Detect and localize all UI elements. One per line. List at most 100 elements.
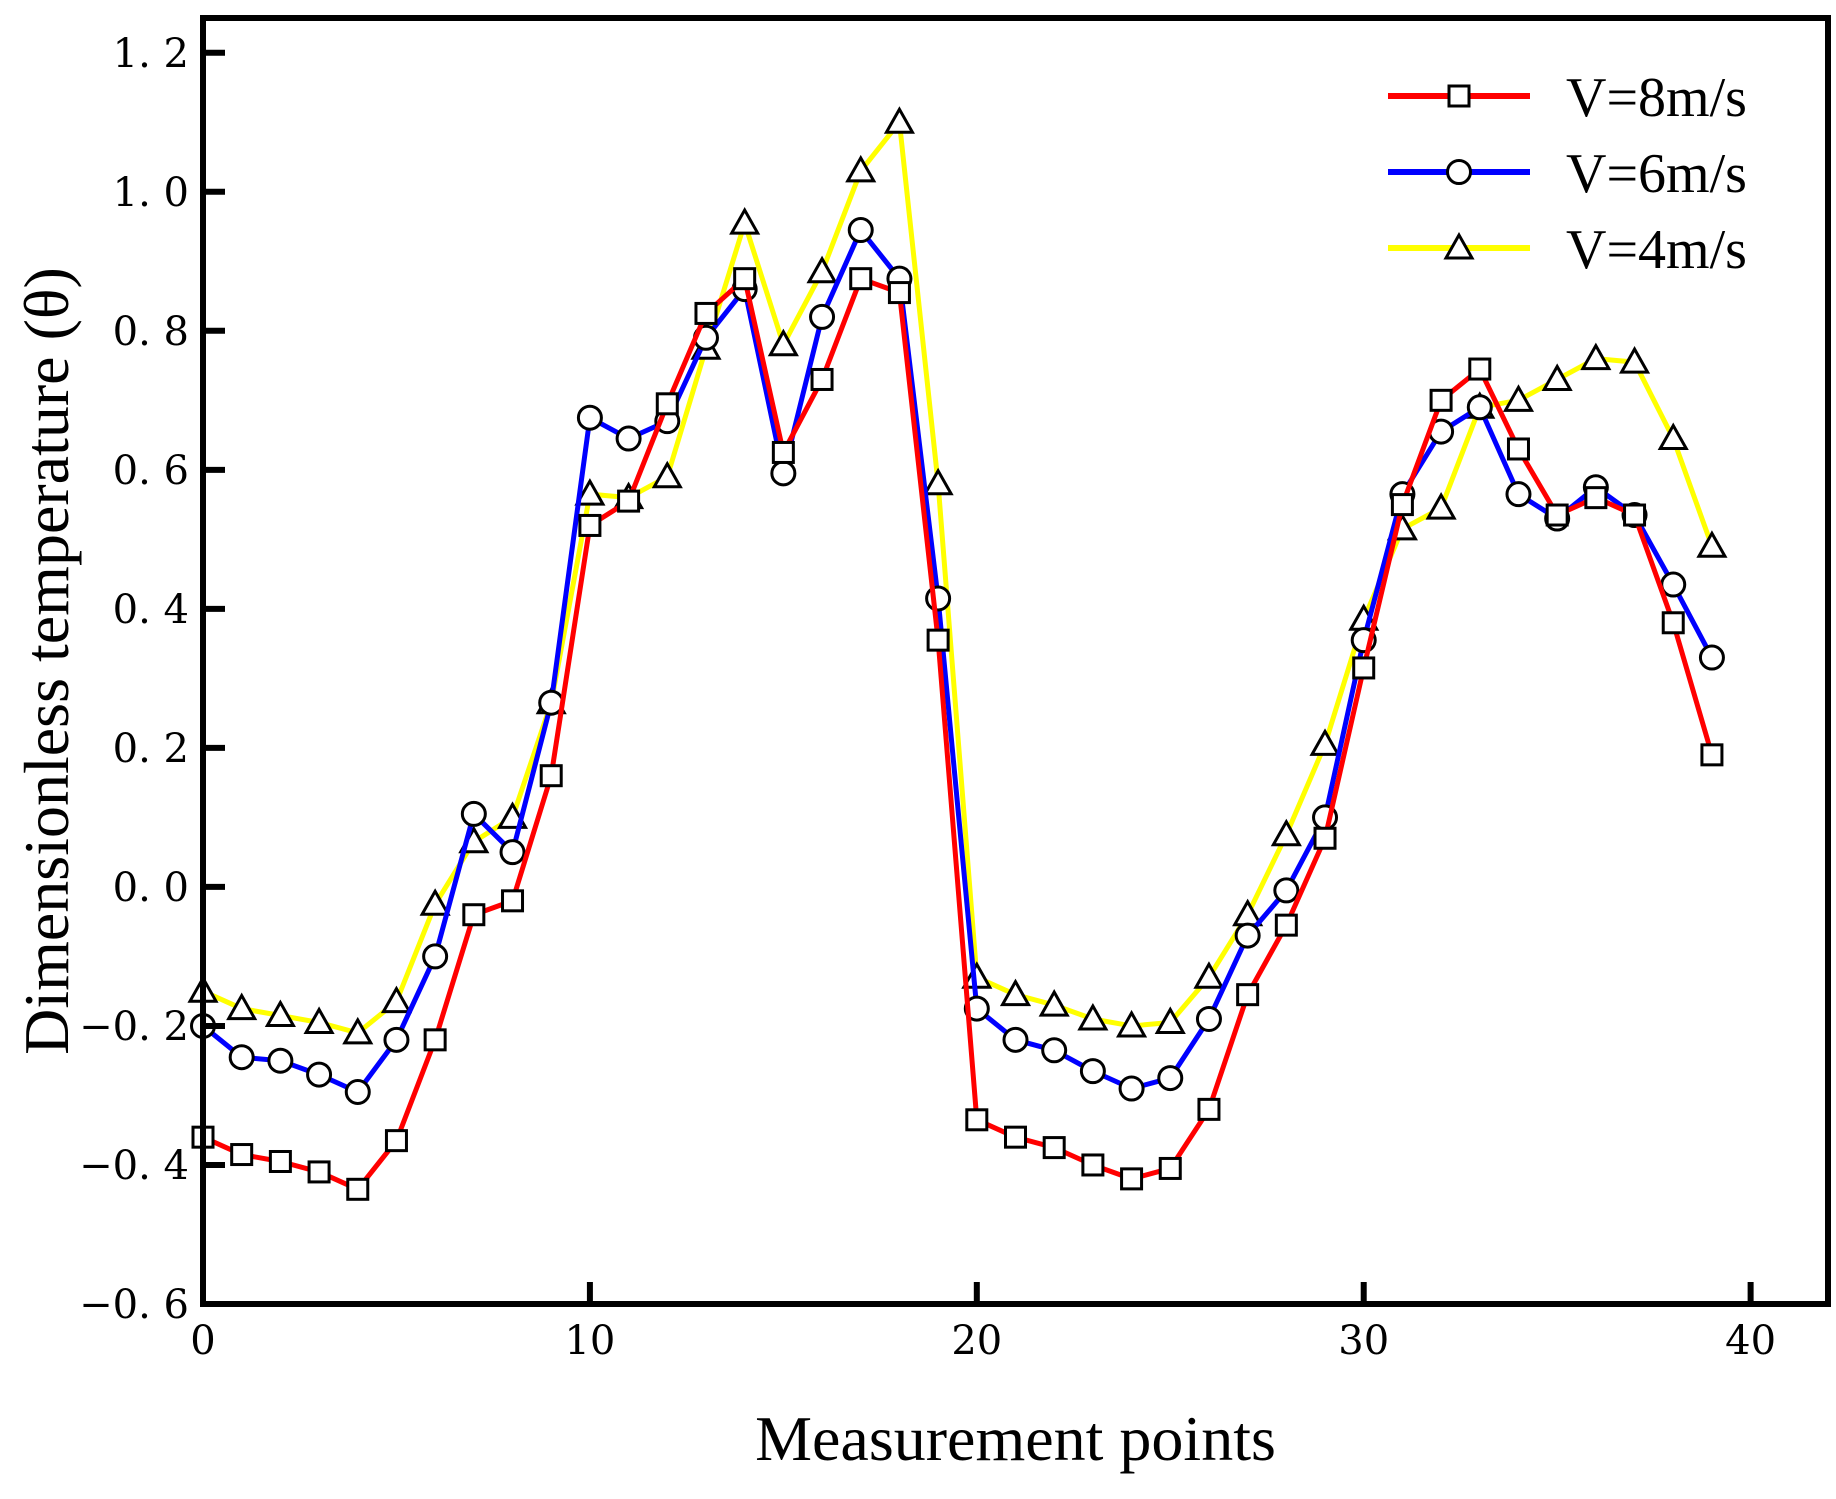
data-point-v-8m-s-13: [694, 301, 718, 325]
data-point-v-4m-s-15: [767, 328, 799, 357]
data-point-v-8m-s-35: [1545, 503, 1569, 527]
data-point-v-4m-s-36: [1580, 342, 1612, 371]
x-tick-label: 40: [1725, 1318, 1776, 1364]
data-point-v-8m-s-20: [965, 1108, 989, 1132]
series-line-v-4m-s: [201, 119, 1715, 1036]
data-point-v-8m-s-31: [1390, 493, 1414, 517]
data-point-v-8m-s-9: [539, 764, 563, 788]
data-point-v-6m-s-27: [1234, 922, 1261, 949]
data-point-v-8m-s-36: [1584, 486, 1608, 510]
data-point-v-6m-s-4: [344, 1078, 371, 1105]
data-point-v-8m-s-19: [926, 628, 950, 652]
data-point-v-4m-s-5: [380, 985, 413, 1014]
y-axis-title: Dimensionless temperature (θ): [11, 267, 82, 1055]
y-tick-label: −0. 4: [79, 1143, 189, 1189]
x-tick-label: 30: [1338, 1318, 1389, 1364]
series-line-v-8m-s: [201, 276, 1715, 1192]
data-point-v-6m-s-15: [770, 460, 797, 487]
x-tick-label: 20: [951, 1318, 1002, 1364]
data-point-v-6m-s-21: [1002, 1026, 1029, 1053]
data-point-v-4m-s-16: [806, 255, 838, 284]
data-point-v-4m-s-37: [1618, 346, 1651, 374]
data-point-v-6m-s-33: [1466, 394, 1493, 421]
data-point-v-6m-s-38: [1660, 571, 1687, 598]
x-axis-title: Measurement points: [755, 1403, 1276, 1474]
data-point-v-6m-s-16: [809, 303, 836, 330]
data-point-v-6m-s-23: [1079, 1058, 1106, 1085]
x-tick-label: 10: [564, 1318, 615, 1364]
data-point-v-8m-s-14: [733, 267, 757, 291]
y-tick-label: −0. 6: [79, 1282, 189, 1328]
x-tick-label: 0: [190, 1318, 215, 1364]
axes: 0 10 20 30 40 −0. 6 −0. 4 −0. 2 0. 0 0. 2 0. 4 0. 6…: [79, 15, 1831, 1364]
legend-item-v-6m-s: V=6m/s: [1388, 143, 1747, 205]
data-point-v-4m-s-22: [1038, 989, 1070, 1017]
data-point-v-6m-s-17: [847, 217, 874, 244]
data-point-v-8m-s-29: [1313, 826, 1337, 850]
data-point-v-8m-s-32: [1429, 388, 1453, 412]
y-tick-label: 0. 2: [113, 726, 189, 772]
data-point-v-4m-s-4: [342, 1016, 374, 1045]
legend-item-v-8m-s: V=8m/s: [1388, 67, 1747, 129]
data-point-v-4m-s-14: [729, 207, 761, 235]
data-point-v-8m-s-28: [1274, 913, 1298, 937]
data-point-v-8m-s-37: [1623, 503, 1647, 527]
data-point-v-4m-s-34: [1502, 384, 1535, 412]
data-point-v-8m-s-5: [384, 1129, 408, 1153]
data-point-v-6m-s-39: [1698, 644, 1725, 671]
data-point-v-4m-s-10: [574, 478, 606, 506]
data-point-v-4m-s-38: [1657, 422, 1689, 451]
y-tick-label: 0. 6: [113, 448, 189, 494]
data-point-v-8m-s-25: [1158, 1156, 1182, 1180]
data-point-v-4m-s-39: [1696, 530, 1728, 558]
data-point-v-8m-s-4: [346, 1177, 370, 1201]
data-point-v-6m-s-7: [460, 800, 487, 827]
series-line-v-6m-s: [201, 227, 1715, 1095]
data-point-v-8m-s-15: [771, 440, 795, 464]
data-point-v-8m-s-26: [1197, 1097, 1221, 1121]
data-point-v-4m-s-2: [264, 999, 296, 1028]
data-point-v-6m-s-10: [576, 404, 603, 431]
data-point-v-4m-s-12: [651, 460, 683, 489]
data-point-v-8m-s-2: [268, 1149, 292, 1173]
legend-label: V=6m/s: [1566, 143, 1747, 205]
data-point-v-4m-s-23: [1077, 1002, 1109, 1031]
data-point-v-6m-s-22: [1041, 1037, 1068, 1064]
data-point-v-8m-s-12: [655, 392, 679, 416]
y-tick-label: 0. 8: [113, 309, 189, 355]
data-point-v-8m-s-8: [501, 889, 525, 913]
series-v-4m-s: [187, 106, 1728, 1045]
data-point-v-4m-s-6: [419, 888, 451, 916]
data-point-v-8m-s-10: [578, 513, 602, 537]
data-point-v-6m-s-6: [422, 943, 449, 970]
plot-frame: [200, 15, 1831, 1307]
legend-label: V=8m/s: [1566, 67, 1747, 129]
data-point-v-4m-s-24: [1116, 1009, 1148, 1038]
data-point-v-8m-s-1: [230, 1143, 254, 1167]
data-point-v-6m-s-28: [1273, 877, 1300, 904]
data-point-v-4m-s-17: [845, 154, 877, 183]
data-point-v-6m-s-1: [228, 1044, 255, 1071]
data-point-v-8m-s-22: [1042, 1136, 1066, 1160]
data-point-v-4m-s-28: [1270, 818, 1302, 847]
y-tick-label: 1. 2: [113, 31, 189, 77]
data-point-v-8m-s-33: [1468, 357, 1492, 381]
data-point-v-6m-s-5: [383, 1026, 410, 1053]
data-point-v-6m-s-25: [1157, 1065, 1184, 1092]
y-tick-label: 1. 0: [113, 170, 189, 216]
y-tick-label: −0. 2: [79, 1004, 189, 1050]
data-point-v-6m-s-34: [1505, 481, 1532, 508]
series-v-8m-s: [191, 267, 1724, 1201]
data-point-v-8m-s-38: [1661, 611, 1685, 635]
data-point-v-6m-s-3: [306, 1061, 333, 1088]
data-point-v-8m-s-17: [849, 267, 873, 291]
data-point-v-4m-s-3: [303, 1006, 335, 1034]
data-point-v-8m-s-34: [1506, 437, 1530, 461]
data-point-v-8m-s-21: [1004, 1125, 1027, 1149]
data-point-v-4m-s-35: [1541, 363, 1573, 391]
data-point-v-4m-s-21: [999, 978, 1032, 1007]
legend-item-v-4m-s: V=4m/s: [1388, 219, 1747, 281]
data-point-v-6m-s-26: [1195, 1005, 1222, 1032]
